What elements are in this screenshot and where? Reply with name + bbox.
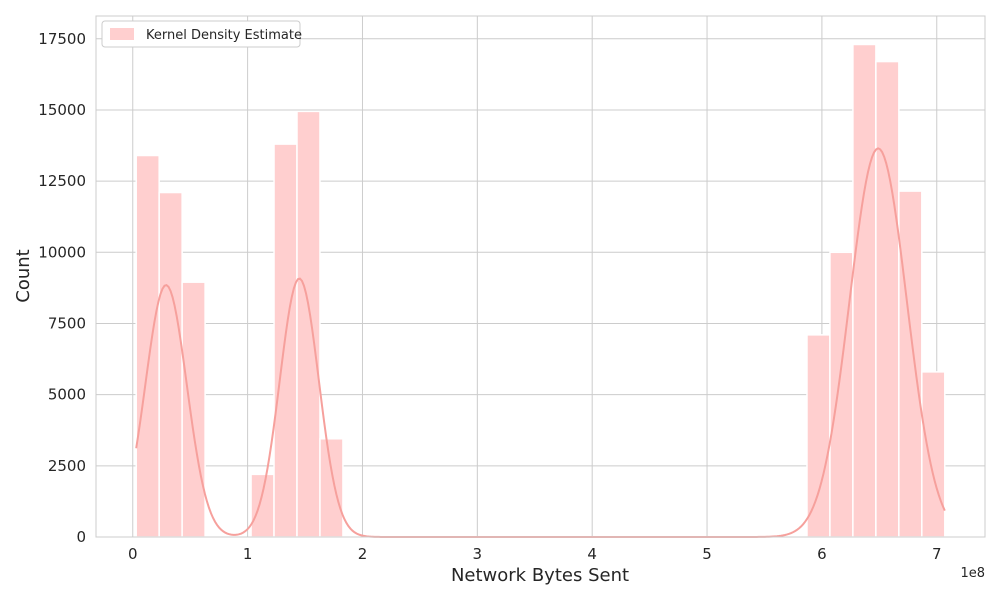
histogram-bar-12 bbox=[875, 60, 900, 538]
histogram-bar-0 bbox=[135, 154, 160, 538]
histogram-bar-13 bbox=[898, 190, 923, 538]
x-tick-label-4: 4 bbox=[587, 545, 597, 563]
x-tick-label-1: 1 bbox=[243, 545, 253, 563]
x-tick-label-7: 7 bbox=[932, 545, 942, 563]
y-axis-label: Count bbox=[13, 249, 34, 302]
histogram-bar-1 bbox=[158, 191, 183, 538]
histogram-bar-11 bbox=[852, 43, 877, 538]
y-tick-label-0: 0 bbox=[76, 528, 86, 546]
x-tick-label-5: 5 bbox=[702, 545, 712, 563]
y-tick-label-5: 12500 bbox=[38, 172, 86, 190]
x-tick-label-0: 0 bbox=[128, 545, 138, 563]
histogram-bar-7 bbox=[296, 110, 321, 538]
x-tick-label-3: 3 bbox=[473, 545, 483, 563]
x-offset-label: 1e8 bbox=[960, 566, 985, 581]
legend-entry-kde: Kernel Density Estimate bbox=[146, 28, 302, 43]
histogram-bar-14 bbox=[921, 371, 946, 538]
x-tick-label-2: 2 bbox=[358, 545, 368, 563]
y-tick-label-6: 15000 bbox=[38, 101, 86, 119]
legend: Kernel Density Estimate bbox=[101, 20, 302, 48]
histogram-bar-9 bbox=[806, 334, 831, 538]
y-tick-label-3: 7500 bbox=[48, 314, 86, 332]
x-tick-label-6: 6 bbox=[817, 545, 827, 563]
y-tick-label-2: 5000 bbox=[48, 386, 86, 404]
histogram-bar-5 bbox=[250, 473, 275, 538]
legend-box bbox=[101, 20, 301, 48]
histogram-bar-2 bbox=[181, 281, 206, 538]
x-tick-labels: 0 1 2 3 4 5 6 7 bbox=[128, 545, 942, 563]
y-tick-label-1: 2500 bbox=[48, 457, 86, 475]
axes-frame bbox=[95, 15, 986, 538]
y-tick-label-4: 10000 bbox=[38, 243, 86, 261]
legend-swatch bbox=[110, 28, 134, 40]
x-axis-label: Network Bytes Sent bbox=[451, 565, 629, 586]
histogram-bars bbox=[135, 43, 946, 538]
y-tick-label-7: 17500 bbox=[38, 30, 86, 48]
y-tick-labels: 0 2500 5000 7500 10000 12500 15000 17500 bbox=[38, 30, 86, 546]
histogram-bar-8 bbox=[319, 438, 344, 538]
